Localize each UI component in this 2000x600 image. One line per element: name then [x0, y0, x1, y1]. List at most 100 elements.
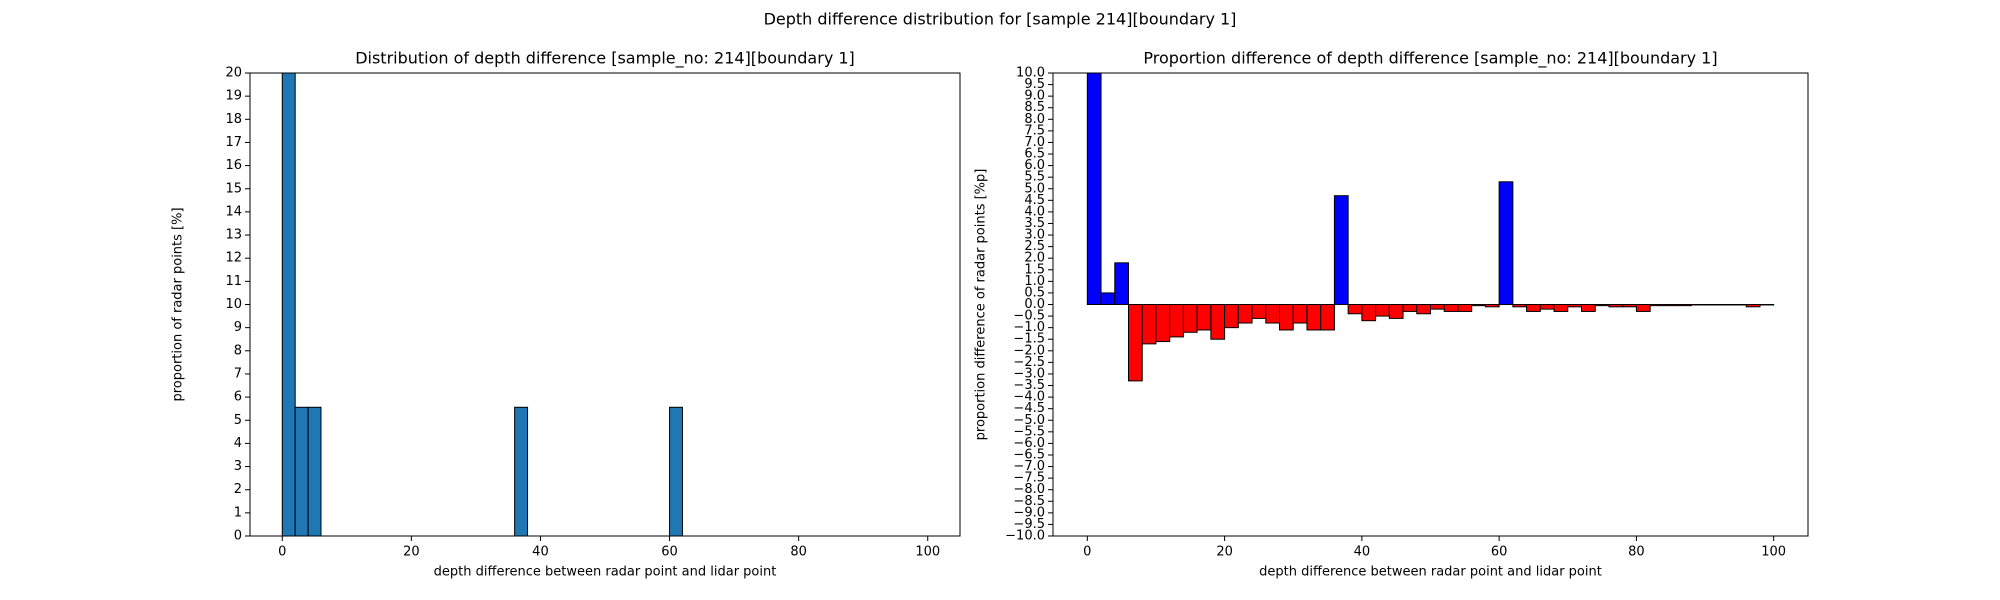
bar	[1265, 304, 1280, 324]
bar	[294, 406, 309, 536]
y-tick-label: 12	[225, 251, 242, 266]
bars	[281, 73, 683, 536]
bar	[1347, 304, 1363, 315]
bar	[1622, 304, 1637, 308]
bar	[1635, 304, 1651, 312]
bar	[1196, 304, 1212, 331]
bar	[1484, 304, 1500, 308]
y-tick-label: 10	[225, 297, 242, 312]
bar	[1649, 304, 1665, 307]
y-tick-label: 6.0	[1024, 158, 1045, 173]
y-tick-label: 19	[225, 89, 242, 104]
bar	[1388, 304, 1404, 319]
bar	[1292, 304, 1308, 324]
y-tick-label: −5.0	[1013, 413, 1045, 428]
axes-frame	[249, 72, 961, 537]
y-tick-label: −5.5	[1013, 424, 1045, 439]
x-tick-label: 100	[915, 545, 940, 560]
bar	[307, 406, 322, 536]
subplot: Proportion difference of depth differenc…	[974, 49, 1809, 580]
x-tick-label: 20	[1216, 545, 1233, 560]
y-tick-label: −4.5	[1013, 401, 1045, 416]
bar	[1086, 73, 1102, 306]
bar	[1663, 304, 1679, 307]
bar	[1155, 304, 1171, 343]
y-tick-label: 1.5	[1024, 262, 1045, 277]
y-tick-label: 20	[225, 66, 242, 81]
y-tick-label: 17	[225, 135, 242, 150]
y-tick-label: −9.0	[1013, 505, 1045, 520]
bar	[514, 406, 529, 536]
y-tick-label: 4.5	[1024, 193, 1045, 208]
y-tick-label: 18	[225, 112, 242, 127]
y-tick-label: −6.0	[1013, 436, 1045, 451]
y-tick-label: 6.5	[1024, 147, 1045, 162]
y-tick-label: −1.0	[1013, 320, 1045, 335]
y-tick-label: 5.5	[1024, 170, 1045, 185]
y-tick-label: 16	[225, 158, 242, 173]
y-tick-label: 5	[234, 413, 242, 428]
bar	[1320, 304, 1335, 331]
bar	[1182, 304, 1198, 333]
bar	[1306, 304, 1322, 331]
bar	[1333, 195, 1349, 306]
y-tick-label: 9.5	[1024, 77, 1045, 92]
bar	[281, 73, 296, 536]
y-tick-label: 15	[225, 181, 242, 196]
bar	[1553, 304, 1569, 312]
y-tick-label: −8.0	[1013, 482, 1045, 497]
bar	[1210, 304, 1226, 340]
y-tick-label: −6.5	[1013, 447, 1045, 462]
y-tick-label: 13	[225, 228, 242, 243]
y-tick-label: −1.5	[1013, 332, 1045, 347]
x-tick-label: 40	[532, 545, 549, 560]
bar	[1169, 304, 1184, 338]
x-tick-label: 40	[1354, 545, 1371, 560]
bar	[1416, 304, 1431, 315]
bar	[1677, 304, 1692, 307]
y-tick-label: 4	[234, 436, 242, 451]
x-tick-label: 20	[403, 545, 420, 560]
bar	[1430, 304, 1445, 310]
y-tick-label: 8	[234, 343, 242, 358]
y-tick-label: −2.5	[1013, 355, 1045, 370]
y-axis-label: proportion of radar points [%]	[171, 207, 186, 401]
y-tick-label: 4.0	[1024, 204, 1045, 219]
x-tick-label: 80	[790, 545, 807, 560]
y-tick-label: −3.0	[1013, 366, 1045, 381]
y-tick-label: 8.5	[1024, 100, 1045, 115]
figure-title: Depth difference distribution for [sampl…	[764, 10, 1237, 29]
y-tick-label: 5.0	[1024, 181, 1045, 196]
y-tick-label: 10.0	[1016, 66, 1045, 81]
bar	[669, 406, 683, 536]
subplot-title: Distribution of depth difference [sample…	[355, 49, 855, 69]
x-tick-label: 0	[1083, 545, 1091, 560]
y-tick-label: 0	[234, 529, 242, 544]
y-tick-label: −2.0	[1013, 343, 1045, 358]
bar	[1457, 304, 1473, 312]
y-tick-label: 2.0	[1024, 251, 1045, 266]
x-tick-label: 80	[1628, 545, 1645, 560]
bar	[1539, 304, 1555, 310]
bar	[1128, 304, 1143, 382]
bar	[1114, 262, 1129, 305]
y-tick-label: −7.0	[1013, 459, 1045, 474]
x-tick-label: 100	[1761, 545, 1786, 560]
y-tick-label: 0.0	[1024, 297, 1045, 312]
bar	[1361, 304, 1377, 322]
y-tick-label: 8.0	[1024, 112, 1045, 127]
y-tick-label: 3	[234, 459, 242, 474]
y-tick-label: 7.0	[1024, 135, 1045, 150]
y-tick-label: 9.0	[1024, 89, 1045, 104]
y-tick-label: −3.5	[1013, 378, 1045, 393]
bar	[1279, 304, 1294, 331]
y-tick-label: −10.0	[1005, 529, 1045, 544]
x-axis-label: depth difference between radar point and…	[1259, 565, 1602, 580]
y-tick-label: 3.0	[1024, 228, 1045, 243]
bar	[1581, 304, 1596, 312]
y-tick-label: 2.5	[1024, 239, 1045, 254]
y-tick-label: 6	[234, 390, 242, 405]
y-tick-label: 7	[234, 366, 242, 381]
x-tick-label: 60	[1491, 545, 1508, 560]
